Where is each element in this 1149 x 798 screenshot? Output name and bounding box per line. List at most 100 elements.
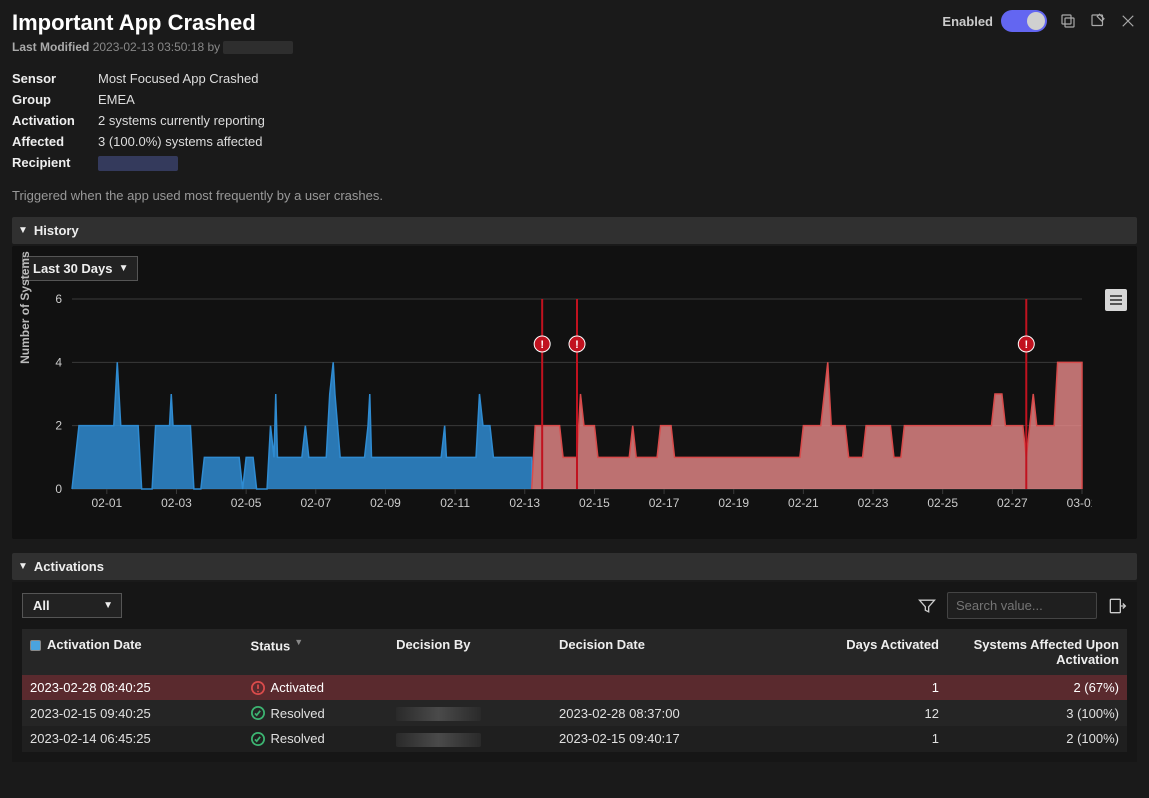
history-range-dropdown[interactable]: Last 30 Days ▼ bbox=[22, 256, 138, 281]
activations-label: Activations bbox=[34, 559, 104, 574]
status-text: Activated bbox=[271, 680, 324, 695]
activations-header[interactable]: ▼ Activations bbox=[12, 553, 1137, 580]
cell-systems-affected: 2 (67%) bbox=[947, 675, 1127, 700]
status-text: Resolved bbox=[271, 731, 325, 746]
history-header[interactable]: ▼ History bbox=[12, 217, 1137, 244]
history-range-selected: Last 30 Days bbox=[33, 261, 113, 276]
svg-text:6: 6 bbox=[55, 292, 62, 306]
svg-text:02-17: 02-17 bbox=[649, 496, 680, 510]
svg-text:02-09: 02-09 bbox=[370, 496, 401, 510]
recipient-redacted bbox=[98, 156, 178, 171]
select-all-checkbox[interactable] bbox=[30, 640, 41, 651]
enabled-label: Enabled bbox=[942, 14, 993, 29]
svg-text:0: 0 bbox=[55, 482, 62, 496]
table-row[interactable]: 2023-02-28 08:40:25 Activated 12 (67%) bbox=[22, 675, 1127, 700]
svg-text:02-05: 02-05 bbox=[231, 496, 262, 510]
col-status[interactable]: Status▼ bbox=[243, 629, 389, 675]
cell-days-activated: 1 bbox=[772, 726, 947, 752]
svg-text:02-11: 02-11 bbox=[440, 496, 470, 510]
chevron-down-icon: ▼ bbox=[18, 225, 28, 236]
last-modified-label: Last Modified bbox=[12, 40, 89, 54]
svg-text:!: ! bbox=[540, 339, 544, 351]
last-modified: Last Modified 2023-02-13 03:50:18 by bbox=[12, 40, 293, 54]
affected-label: Affected bbox=[12, 134, 98, 149]
svg-text:02-19: 02-19 bbox=[718, 496, 749, 510]
col-activation-date[interactable]: Activation Date bbox=[22, 629, 243, 675]
svg-text:2: 2 bbox=[55, 419, 62, 433]
sort-desc-icon: ▼ bbox=[294, 637, 303, 647]
cell-decision-by bbox=[388, 675, 551, 700]
enabled-toggle[interactable] bbox=[1001, 10, 1047, 32]
table-row[interactable]: 2023-02-14 06:45:25 Resolved 2023-02-15 09… bbox=[22, 726, 1127, 752]
last-modified-user-redacted bbox=[223, 41, 293, 54]
check-circle-icon bbox=[251, 706, 265, 720]
cell-days-activated: 1 bbox=[772, 675, 947, 700]
cell-status: Resolved bbox=[243, 700, 389, 726]
col-days-activated[interactable]: Days Activated bbox=[772, 629, 947, 675]
cell-systems-affected: 3 (100%) bbox=[947, 700, 1127, 726]
chart-y-label: Number of Systems bbox=[18, 252, 32, 365]
description: Triggered when the app used most frequen… bbox=[12, 188, 1137, 203]
activations-filter-dropdown[interactable]: All ▼ bbox=[22, 593, 122, 618]
cell-status: Resolved bbox=[243, 726, 389, 752]
cell-systems-affected: 2 (100%) bbox=[947, 726, 1127, 752]
page-title: Important App Crashed bbox=[12, 10, 293, 36]
copy-icon[interactable] bbox=[1059, 12, 1077, 30]
table-row[interactable]: 2023-02-15 09:40:25 Resolved 2023-02-28 08… bbox=[22, 700, 1127, 726]
alert-icon bbox=[251, 681, 265, 695]
svg-text:02-27: 02-27 bbox=[997, 496, 1028, 510]
svg-text:!: ! bbox=[1024, 339, 1028, 351]
group-value: EMEA bbox=[98, 92, 135, 107]
cell-decision-by bbox=[388, 700, 551, 726]
svg-text:02-25: 02-25 bbox=[927, 496, 958, 510]
chevron-down-icon: ▼ bbox=[119, 263, 129, 274]
sensor-value: Most Focused App Crashed bbox=[98, 71, 258, 86]
col-decision-date[interactable]: Decision Date bbox=[551, 629, 772, 675]
cell-activation-date: 2023-02-28 08:40:25 bbox=[22, 675, 243, 700]
sensor-label: Sensor bbox=[12, 71, 98, 86]
decision-by-redacted bbox=[396, 707, 481, 721]
cell-decision-date bbox=[551, 675, 772, 700]
col-decision-by[interactable]: Decision By bbox=[388, 629, 551, 675]
affected-value: 3 (100.0%) systems affected bbox=[98, 134, 263, 149]
activations-table: Activation Date Status▼ Decision By Deci… bbox=[22, 629, 1127, 751]
recipient-label: Recipient bbox=[12, 155, 98, 171]
cell-status: Activated bbox=[243, 675, 389, 700]
col-systems-affected[interactable]: Systems Affected Upon Activation bbox=[947, 629, 1127, 675]
svg-text:02-13: 02-13 bbox=[509, 496, 540, 510]
chart-menu-icon[interactable] bbox=[1105, 289, 1127, 311]
filter-icon[interactable] bbox=[917, 596, 937, 616]
cell-decision-date: 2023-02-15 09:40:17 bbox=[551, 726, 772, 752]
activation-value: 2 systems currently reporting bbox=[98, 113, 265, 128]
export-icon[interactable] bbox=[1107, 596, 1127, 616]
svg-text:02-03: 02-03 bbox=[161, 496, 192, 510]
activation-label: Activation bbox=[12, 113, 98, 128]
history-label: History bbox=[34, 223, 79, 238]
search-input[interactable] bbox=[947, 592, 1097, 619]
check-circle-icon bbox=[251, 732, 265, 746]
chevron-down-icon: ▼ bbox=[18, 561, 28, 572]
cell-days-activated: 12 bbox=[772, 700, 947, 726]
svg-text:03-01: 03-01 bbox=[1067, 496, 1092, 510]
last-modified-value: 2023-02-13 03:50:18 by bbox=[93, 40, 220, 54]
svg-text:4: 4 bbox=[55, 356, 62, 370]
cell-decision-date: 2023-02-28 08:37:00 bbox=[551, 700, 772, 726]
svg-text:02-07: 02-07 bbox=[300, 496, 331, 510]
close-icon[interactable] bbox=[1119, 12, 1137, 30]
activations-filter-selected: All bbox=[33, 598, 50, 613]
svg-text:02-21: 02-21 bbox=[788, 496, 819, 510]
status-text: Resolved bbox=[271, 706, 325, 721]
edit-icon[interactable] bbox=[1089, 12, 1107, 30]
svg-text:!: ! bbox=[575, 339, 579, 351]
cell-activation-date: 2023-02-15 09:40:25 bbox=[22, 700, 243, 726]
cell-activation-date: 2023-02-14 06:45:25 bbox=[22, 726, 243, 752]
svg-text:02-01: 02-01 bbox=[91, 496, 122, 510]
cell-decision-by bbox=[388, 726, 551, 752]
decision-by-redacted bbox=[396, 733, 481, 747]
svg-text:02-23: 02-23 bbox=[858, 496, 889, 510]
history-chart: 0 2 4 6!!! 02-01 02-03 02-05 02-07 02-09 02-11 02-… bbox=[22, 289, 1092, 519]
chevron-down-icon: ▼ bbox=[103, 600, 113, 611]
meta-table: SensorMost Focused App Crashed GroupEMEA… bbox=[12, 68, 1137, 174]
group-label: Group bbox=[12, 92, 98, 107]
svg-text:02-15: 02-15 bbox=[579, 496, 610, 510]
